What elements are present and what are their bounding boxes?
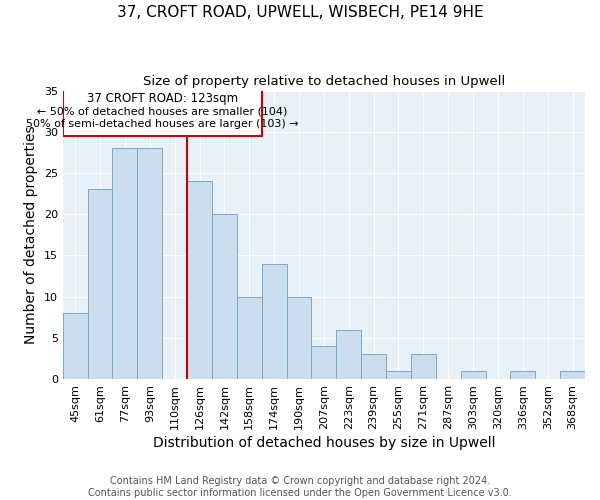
Title: Size of property relative to detached houses in Upwell: Size of property relative to detached ho… [143,75,505,88]
Bar [262,264,287,379]
Bar [461,371,485,379]
Bar [112,148,137,379]
X-axis label: Distribution of detached houses by size in Upwell: Distribution of detached houses by size … [152,436,495,450]
Bar [187,181,212,379]
Bar [311,346,337,379]
Bar [386,371,411,379]
Text: 37 CROFT ROAD: 123sqm: 37 CROFT ROAD: 123sqm [86,92,238,105]
Text: 50% of semi-detached houses are larger (103) →: 50% of semi-detached houses are larger (… [26,120,299,130]
Text: 37, CROFT ROAD, UPWELL, WISBECH, PE14 9HE: 37, CROFT ROAD, UPWELL, WISBECH, PE14 9H… [116,5,484,20]
Bar [137,148,162,379]
Bar [63,313,88,379]
Bar [411,354,436,379]
Bar [560,371,585,379]
Bar [337,330,361,379]
Bar [88,190,112,379]
Bar [237,296,262,379]
Text: Contains HM Land Registry data © Crown copyright and database right 2024.
Contai: Contains HM Land Registry data © Crown c… [88,476,512,498]
Bar [361,354,386,379]
Bar [287,296,311,379]
Y-axis label: Number of detached properties: Number of detached properties [24,126,38,344]
FancyBboxPatch shape [63,89,262,136]
Bar [212,214,237,379]
Bar [511,371,535,379]
Text: ← 50% of detached houses are smaller (104): ← 50% of detached houses are smaller (10… [37,106,287,116]
